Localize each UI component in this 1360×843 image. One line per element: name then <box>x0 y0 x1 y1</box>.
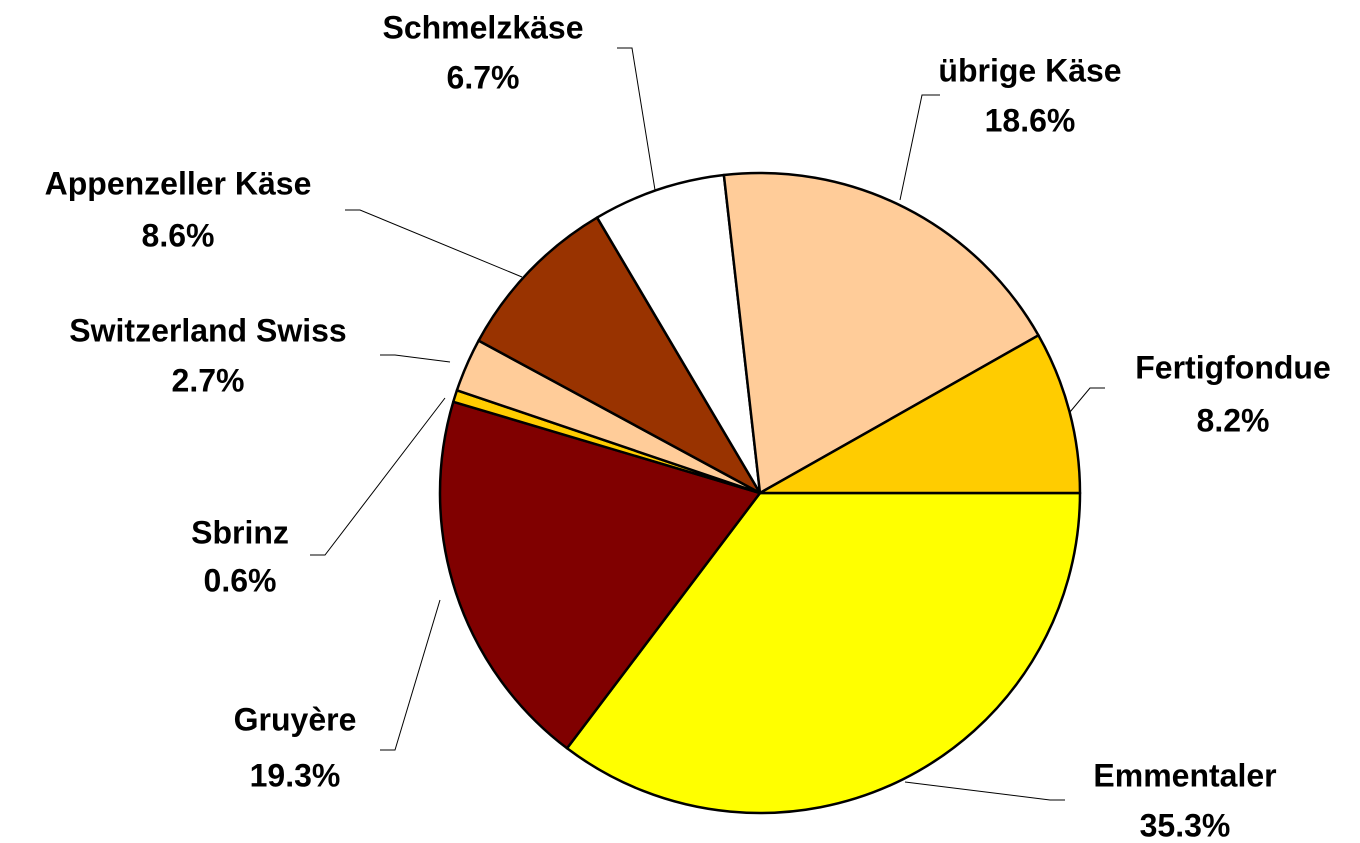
slice-label: Gruyère <box>234 701 357 737</box>
slice-label: Appenzeller Käse <box>45 165 312 201</box>
slice-label: übrige Käse <box>938 52 1121 88</box>
leader-line <box>380 354 451 363</box>
value-label: 19.3% <box>250 757 341 793</box>
value-label: 0.6% <box>204 562 277 598</box>
value-label: 6.7% <box>447 59 520 95</box>
value-label: 2.7% <box>172 362 245 398</box>
leader-line <box>380 599 441 751</box>
slice-label: Schmelzkäse <box>382 9 583 45</box>
leader-line <box>899 94 940 201</box>
value-label: 18.6% <box>985 102 1076 138</box>
pie-slice <box>438 400 762 750</box>
slice-label: Sbrinz <box>191 514 289 550</box>
leader-line <box>345 209 523 278</box>
value-label: 8.6% <box>142 217 215 253</box>
leader-line <box>904 781 1065 801</box>
pie-slice <box>595 173 762 495</box>
pie-slice <box>758 334 1082 495</box>
pie-slice <box>565 491 1082 815</box>
leader-line <box>617 47 656 191</box>
value-label: 35.3% <box>1140 807 1231 843</box>
slice-label: Switzerland Swiss <box>69 312 346 348</box>
slice-label: Fertigfondue <box>1135 349 1331 385</box>
value-label: 8.2% <box>1197 402 1270 438</box>
pie-slice <box>722 171 1040 495</box>
leader-line <box>310 397 446 556</box>
pie-slice <box>477 216 762 495</box>
leader-line <box>1069 387 1105 413</box>
slice-label: Emmentaler <box>1093 757 1276 793</box>
